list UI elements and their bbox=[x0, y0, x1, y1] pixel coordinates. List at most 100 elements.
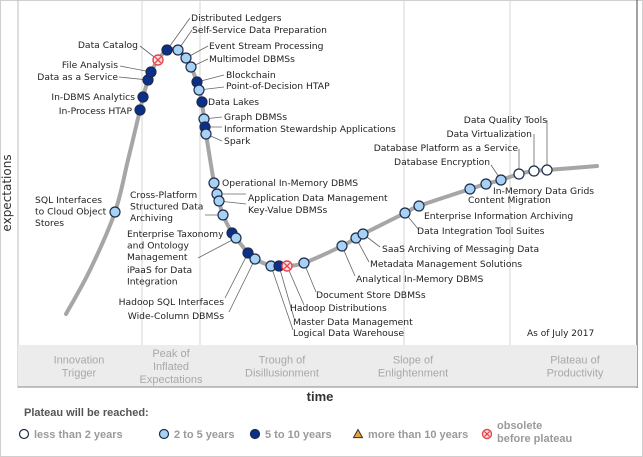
point-label: File Analysis bbox=[62, 60, 118, 71]
phase-label: Plateau of bbox=[550, 355, 600, 367]
leader-line bbox=[197, 237, 237, 259]
legend: less than 2 years 2 to 5 years 5 to 10 yea… bbox=[18, 420, 572, 445]
phase-label: Trough of bbox=[259, 355, 307, 367]
data-point bbox=[242, 247, 254, 259]
leader-line bbox=[278, 265, 295, 319]
point-label: Graph DBMSs bbox=[224, 112, 287, 123]
point-label: Data Quality Tools bbox=[464, 115, 547, 126]
data-point bbox=[193, 84, 205, 96]
point-label: SaaS Archiving of Messaging Data bbox=[382, 244, 539, 255]
leader-line bbox=[286, 265, 305, 306]
data-point bbox=[185, 61, 197, 73]
legend-marker-gt10 bbox=[352, 428, 364, 439]
point-label: Key-Value DBMSs bbox=[248, 205, 328, 216]
legend-label: more than 10 years bbox=[368, 429, 468, 441]
point-label: Hadoop Distributions bbox=[290, 303, 387, 314]
point-label: Stores bbox=[35, 218, 64, 229]
data-point bbox=[134, 104, 146, 116]
point-label: Analytical In-Memory DBMS bbox=[356, 274, 483, 285]
point-label: Content Migration bbox=[468, 195, 551, 206]
data-point bbox=[213, 195, 225, 207]
point-label: Hadoop SQL Interfaces bbox=[119, 297, 225, 308]
data-point bbox=[336, 240, 348, 252]
point-label: Event Stream Processing bbox=[209, 41, 323, 52]
leader-line bbox=[166, 17, 191, 51]
point-label: Logical Data Warehouse bbox=[293, 328, 404, 339]
technology-points bbox=[109, 44, 553, 272]
data-point bbox=[357, 228, 369, 240]
data-point bbox=[172, 44, 184, 56]
point-label: Management bbox=[127, 252, 188, 263]
phase-label: Slope of bbox=[393, 355, 434, 367]
data-point bbox=[528, 165, 540, 177]
data-point bbox=[208, 177, 220, 189]
point-label: In-DBMS Analytics bbox=[51, 92, 135, 103]
point-label: Wide-Column DBMSs bbox=[128, 311, 224, 322]
as-of-date: As of July 2017 bbox=[527, 329, 594, 339]
point-label: Database Encryption bbox=[394, 157, 490, 168]
point-label: Multimodel DBMSs bbox=[209, 54, 295, 65]
leader-line bbox=[270, 265, 294, 331]
phase-label: Disillusionment bbox=[245, 368, 319, 380]
legend-label: less than 2 years bbox=[34, 429, 123, 441]
x-axis-label: time bbox=[307, 389, 334, 404]
data-point-x bbox=[283, 262, 291, 270]
data-point bbox=[180, 52, 192, 64]
data-point bbox=[495, 174, 507, 186]
phase-band bbox=[18, 345, 637, 387]
data-point bbox=[200, 128, 212, 140]
point-label: Point-of-Decision HTAP bbox=[226, 81, 330, 92]
data-point-x bbox=[154, 56, 162, 64]
point-label: Database Platform as a Service bbox=[374, 143, 519, 154]
phase-label: Expectations bbox=[140, 374, 203, 386]
phase-label: Innovation bbox=[54, 355, 105, 367]
point-label: In-Memory Data Grids bbox=[493, 186, 594, 197]
data-point bbox=[464, 183, 476, 195]
point-label: Integration bbox=[127, 277, 178, 288]
data-point bbox=[145, 66, 157, 78]
data-point bbox=[541, 164, 553, 176]
data-point bbox=[137, 91, 149, 103]
leader-line bbox=[224, 252, 249, 299]
data-point bbox=[249, 253, 261, 265]
data-point bbox=[399, 207, 411, 219]
point-label: iPaaS for Data bbox=[127, 265, 192, 276]
phase-label: Peak of bbox=[152, 348, 190, 360]
point-label: Data Catalog bbox=[78, 40, 138, 51]
data-point bbox=[413, 200, 425, 212]
data-point bbox=[109, 206, 121, 218]
point-label: Information Stewardship Applications bbox=[224, 124, 396, 135]
data-point bbox=[196, 96, 208, 108]
y-axis-label: expectations bbox=[0, 154, 14, 231]
phase-label: Trigger bbox=[62, 368, 97, 380]
legend-title: Plateau will be reached: bbox=[24, 407, 149, 419]
data-point bbox=[217, 209, 229, 221]
data-point bbox=[161, 44, 173, 56]
legend-label: obsolete bbox=[497, 420, 542, 432]
data-point bbox=[480, 178, 492, 190]
point-label: Self-Service Data Preparation bbox=[192, 25, 327, 36]
point-label: Operational In-Memory DBMS bbox=[222, 178, 358, 189]
phase-label: Enlightenment bbox=[378, 368, 448, 380]
point-label: Spark bbox=[224, 136, 251, 147]
point-label: Enterprise Taxonomy bbox=[127, 229, 224, 240]
legend-marker-lt2 bbox=[18, 428, 30, 440]
point-label: Master Data Management bbox=[293, 317, 413, 328]
data-point bbox=[230, 232, 242, 244]
legend-marker-obsolete-x bbox=[484, 431, 490, 437]
data-point bbox=[298, 257, 310, 269]
leader-line bbox=[228, 258, 256, 313]
point-label: Data Integration Tool Suites bbox=[417, 226, 545, 237]
point-label: Document Store DBMSs bbox=[316, 290, 426, 301]
point-label: SQL Interfaces bbox=[35, 195, 102, 206]
point-label: Metadata Management Solutions bbox=[370, 259, 522, 270]
legend-label: 5 to 10 years bbox=[265, 429, 332, 441]
point-label: Blockchain bbox=[226, 70, 276, 81]
point-label: Data Lakes bbox=[208, 97, 259, 108]
phase-label: Productivity bbox=[547, 368, 604, 380]
phase-dividers bbox=[141, 0, 511, 387]
point-label: Distributed Ledgers bbox=[191, 13, 282, 24]
point-label: Data as a Service bbox=[37, 72, 118, 83]
point-label: In-Process HTAP bbox=[59, 106, 133, 117]
